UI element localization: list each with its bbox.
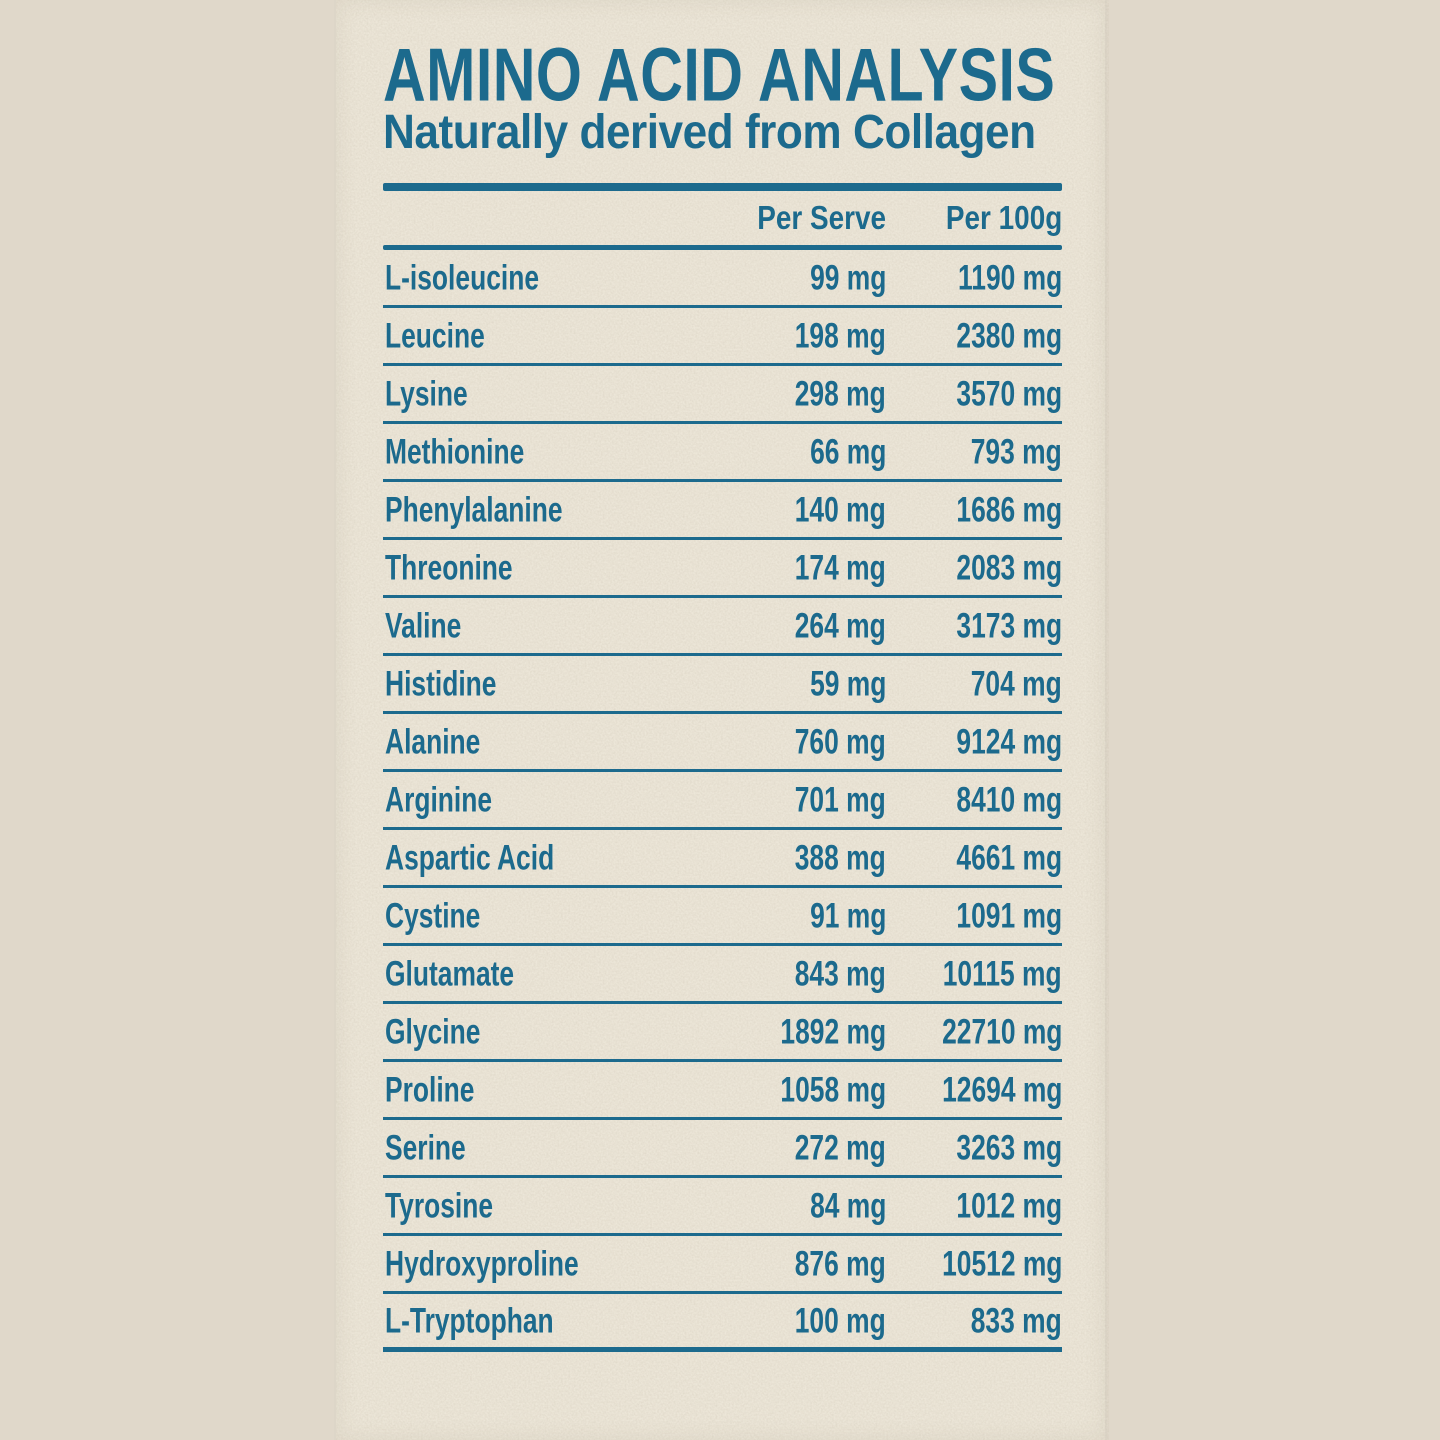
amino-acid-name: Proline xyxy=(385,1069,475,1109)
per-100g-value: 1686 mg xyxy=(956,489,1062,529)
per-100g-value: 793 mg xyxy=(971,431,1062,471)
table-row: Serine 272 mg 3263 mg xyxy=(383,1120,1062,1178)
per-serve-value: 1892 mg xyxy=(780,1011,886,1051)
amino-acid-name: Aspartic Acid xyxy=(385,837,555,877)
page-subtitle-text: Naturally derived from Collagen xyxy=(383,103,1036,159)
table-row: Threonine 174 mg 2083 mg xyxy=(383,540,1062,598)
per-100g-value: 12694 mg xyxy=(941,1069,1062,1109)
per-serve-value: 59 mg xyxy=(809,663,886,703)
per-serve-value: 701 mg xyxy=(795,779,886,819)
amino-acid-table: L-isoleucine 99 mg 1190 mg Leucine 198 m… xyxy=(383,250,1062,1352)
per-100g-value: 10115 mg xyxy=(943,953,1062,993)
per-serve-value: 140 mg xyxy=(795,489,886,529)
table-row: L-isoleucine 99 mg 1190 mg xyxy=(383,250,1062,308)
amino-acid-name: Valine xyxy=(385,605,462,645)
per-100g-value: 2380 mg xyxy=(956,315,1062,355)
page-title: AMINO ACID ANALYSIS xyxy=(383,38,1156,113)
amino-acid-name: Glycine xyxy=(385,1011,481,1051)
per-serve-value: 843 mg xyxy=(795,953,886,993)
table-row: Methionine 66 mg 793 mg xyxy=(383,424,1062,482)
per-100g-value: 9124 mg xyxy=(956,721,1062,761)
per-serve-value: 99 mg xyxy=(809,257,886,297)
per-100g-value: 704 mg xyxy=(971,663,1062,703)
label-panel: AMINO ACID ANALYSIS Naturally derived fr… xyxy=(334,0,1109,1440)
table-row: Hydroxyproline 876 mg 10512 mg xyxy=(383,1236,1062,1294)
per-serve-value: 388 mg xyxy=(795,837,886,877)
amino-acid-name: Hydroxyproline xyxy=(385,1243,579,1283)
per-serve-value: 760 mg xyxy=(795,721,886,761)
per-serve-value: 264 mg xyxy=(795,605,886,645)
per-serve-value: 876 mg xyxy=(795,1243,886,1283)
amino-acid-name: Serine xyxy=(385,1127,466,1167)
per-serve-value: 198 mg xyxy=(795,315,886,355)
column-header-per-100g: Per 100g xyxy=(886,198,1062,237)
amino-acid-name: Leucine xyxy=(385,315,485,355)
per-100g-value: 1091 mg xyxy=(956,895,1062,935)
per-100g-value: 4661 mg xyxy=(956,837,1062,877)
column-header-per-100g-text: Per 100g xyxy=(945,198,1062,237)
amino-acid-name: Cystine xyxy=(385,895,481,935)
table-row: L-Tryptophan 100 mg 833 mg xyxy=(383,1294,1062,1352)
amino-acid-name: Histidine xyxy=(385,663,497,703)
per-serve-value: 298 mg xyxy=(795,373,886,413)
table-row: Proline 1058 mg 12694 mg xyxy=(383,1062,1062,1120)
per-100g-value: 3173 mg xyxy=(956,605,1062,645)
per-serve-value: 174 mg xyxy=(795,547,886,587)
amino-acid-name: Lysine xyxy=(385,373,468,413)
amino-acid-name: Threonine xyxy=(385,547,513,587)
amino-acid-name: Alanine xyxy=(385,721,481,761)
table-row: Tyrosine 84 mg 1012 mg xyxy=(383,1178,1062,1236)
divider-top xyxy=(383,183,1062,191)
table-column-headers: Per Serve Per 100g xyxy=(383,191,1062,245)
amino-acid-name: L-isoleucine xyxy=(385,257,540,297)
table-row: Cystine 91 mg 1091 mg xyxy=(383,888,1062,946)
per-100g-value: 833 mg xyxy=(971,1300,1062,1340)
per-serve-value: 272 mg xyxy=(795,1127,886,1167)
table-row: Leucine 198 mg 2380 mg xyxy=(383,308,1062,366)
table-row: Lysine 298 mg 3570 mg xyxy=(383,366,1062,424)
amino-acid-name: Glutamate xyxy=(385,953,515,993)
table-row: Histidine 59 mg 704 mg xyxy=(383,656,1062,714)
amino-acid-name: Tyrosine xyxy=(385,1185,494,1225)
per-serve-value: 66 mg xyxy=(809,431,886,471)
label-content: AMINO ACID ANALYSIS Naturally derived fr… xyxy=(383,0,1062,1440)
table-row: Arginine 701 mg 8410 mg xyxy=(383,772,1062,830)
table-row: Valine 264 mg 3173 mg xyxy=(383,598,1062,656)
divider-header xyxy=(383,245,1062,250)
per-100g-value: 8410 mg xyxy=(956,779,1062,819)
per-100g-value: 3263 mg xyxy=(956,1127,1062,1167)
page-subtitle: Naturally derived from Collagen xyxy=(383,103,1063,159)
page-title-text: AMINO ACID ANALYSIS xyxy=(383,33,1056,117)
per-100g-value: 1012 mg xyxy=(956,1185,1062,1225)
per-serve-value: 100 mg xyxy=(795,1300,886,1340)
amino-acid-name: Phenylalanine xyxy=(385,489,563,529)
per-100g-value: 2083 mg xyxy=(956,547,1062,587)
table-row: Alanine 760 mg 9124 mg xyxy=(383,714,1062,772)
column-header-per-serve: Per Serve xyxy=(736,198,886,237)
per-100g-value: 1190 mg xyxy=(957,257,1062,297)
per-serve-value: 84 mg xyxy=(809,1185,886,1225)
per-100g-value: 10512 mg xyxy=(941,1243,1062,1283)
per-serve-value: 91 mg xyxy=(809,895,886,935)
per-100g-value: 3570 mg xyxy=(956,373,1062,413)
table-row: Phenylalanine 140 mg 1686 mg xyxy=(383,482,1062,540)
per-serve-value: 1058 mg xyxy=(780,1069,886,1109)
amino-acid-name: L-Tryptophan xyxy=(385,1300,554,1340)
per-100g-value: 22710 mg xyxy=(941,1011,1062,1051)
amino-acid-name: Arginine xyxy=(385,779,493,819)
table-row: Aspartic Acid 388 mg 4661 mg xyxy=(383,830,1062,888)
table-row: Glutamate 843 mg 10115 mg xyxy=(383,946,1062,1004)
amino-acid-name: Methionine xyxy=(385,431,525,471)
column-header-per-serve-text: Per Serve xyxy=(757,198,886,237)
table-row: Glycine 1892 mg 22710 mg xyxy=(383,1004,1062,1062)
